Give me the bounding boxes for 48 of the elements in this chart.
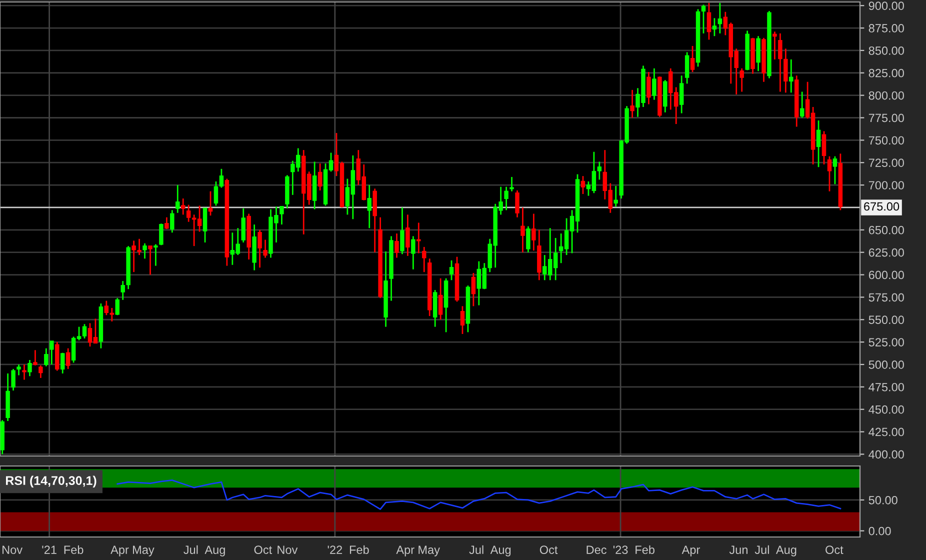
x-tick-label: '21 [42, 546, 56, 554]
x-tick-label: May [418, 546, 440, 556]
x-tick-label: Aug [776, 546, 796, 556]
x-tick-label: Aug [490, 546, 511, 556]
x-tick-label: '22 [328, 546, 342, 554]
y-tick-label: 700.00 [868, 181, 904, 190]
x-tick-label: Oct [254, 546, 272, 554]
x-tick-label: May [133, 546, 154, 556]
x-tick-label: Feb [350, 545, 369, 554]
y-tick-label: 575.00 [868, 293, 904, 302]
y-tick-label: 600.00 [868, 270, 904, 280]
x-tick-label: Dec [586, 546, 606, 554]
x-tick-label: Feb [64, 545, 84, 554]
x-tick-label: Jun [729, 546, 748, 554]
y-tick-label: 825.00 [868, 68, 904, 78]
y-tick-label: 500.00 [868, 360, 904, 369]
x-tick-label: Apr [682, 546, 700, 556]
y-tick-label: 750.00 [868, 136, 904, 145]
x-tick-label: Oct [540, 546, 558, 554]
y-tick-label: 800.00 [868, 91, 904, 100]
y-tick-label: 650.00 [868, 226, 904, 234]
y-tick-label: 550.00 [868, 316, 904, 324]
x-tick-label: '23 [613, 546, 628, 554]
x-tick-label: Feb [636, 545, 654, 554]
x-tick-label: Aug [204, 546, 225, 556]
y-tick-label: 450.00 [868, 405, 904, 414]
y-tick-label: 525.00 [868, 338, 904, 346]
x-tick-label: Nov [278, 546, 298, 554]
x-tick-label: Jul [469, 545, 484, 554]
ref-line-label: 675.00 [864, 202, 900, 211]
y-tick-label: 625.00 [868, 248, 904, 257]
y-tick-label: 900.00 [868, 2, 904, 10]
x-tick-label: Apr [396, 546, 414, 556]
y-tick-label: 775.00 [868, 114, 904, 122]
y-tick-label: 475.00 [868, 382, 904, 392]
y-tick-label: 50.00 [868, 496, 898, 504]
x-tick-label: Apr [110, 546, 129, 556]
y-tick-label: 725.00 [868, 158, 904, 167]
y-tick-label: 425.00 [868, 428, 904, 436]
y-tick-label: 850.00 [868, 46, 904, 55]
y-tick-label: 400.00 [868, 450, 904, 459]
x-tick-label: Jul [184, 545, 198, 554]
x-tick-label: Nov [2, 546, 23, 554]
y-tick-label: 0.00 [868, 526, 891, 536]
text: RSI (14,70,30,1) [6, 476, 96, 488]
x-tick-label: Jul [754, 545, 769, 554]
x-tick-label: Oct [826, 546, 844, 554]
y-tick-label: 875.00 [868, 24, 904, 32]
